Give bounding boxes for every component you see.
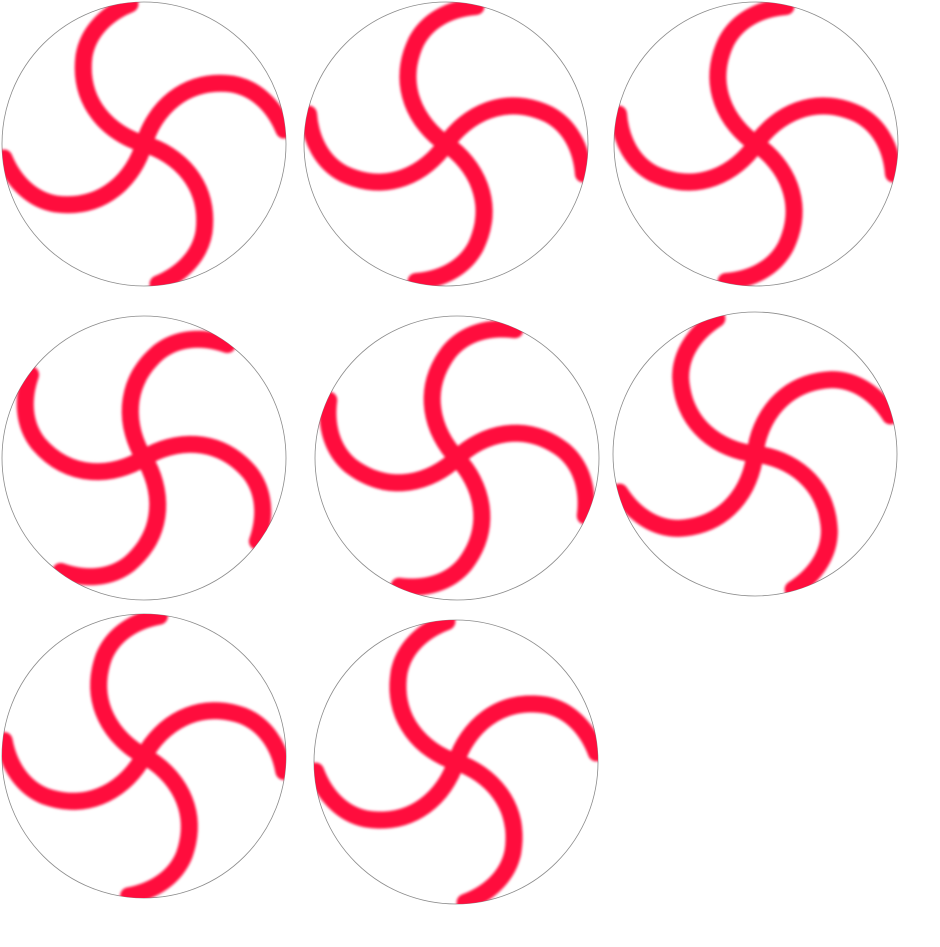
pinwheel-arm xyxy=(135,702,286,780)
pinwheel-tile-5[interactable] xyxy=(313,314,601,602)
pinwheel-arm xyxy=(135,135,214,286)
pinwheel-arms xyxy=(2,2,286,286)
pinwheel-tile-6[interactable] xyxy=(611,310,899,598)
pinwheel-arm xyxy=(447,753,523,904)
pinwheel-icon xyxy=(314,315,600,601)
pinwheel-arm xyxy=(448,424,595,525)
pinwheel-arm xyxy=(304,105,455,191)
pinwheel-arm xyxy=(399,2,485,153)
pinwheel-arms xyxy=(2,614,286,898)
pinwheel-arms xyxy=(304,2,588,286)
pinwheel-arm xyxy=(437,97,588,183)
pinwheel-tile-4[interactable] xyxy=(0,314,288,602)
pinwheel-icon xyxy=(1,1,287,287)
pinwheel-arms xyxy=(614,2,898,286)
pinwheel-arm xyxy=(717,135,803,286)
pinwheel-tile-3[interactable] xyxy=(612,0,900,288)
pinwheel-arm xyxy=(90,614,168,765)
pinwheel-icon xyxy=(613,1,899,287)
pinwheel-tile-2[interactable] xyxy=(302,0,590,288)
pinwheel-arm xyxy=(447,695,598,771)
pinwheel-icon xyxy=(1,315,287,601)
pinwheel-arm xyxy=(672,312,764,463)
pinwheel-arm xyxy=(314,753,465,829)
pinwheel-arm xyxy=(614,105,765,191)
pinwheel-arm xyxy=(2,732,153,810)
pinwheel-arm xyxy=(121,330,236,467)
pinwheel-arm xyxy=(746,371,897,463)
pinwheel-arm xyxy=(2,135,153,214)
pinwheel-arm xyxy=(74,2,153,153)
pinwheel-arm xyxy=(423,320,524,467)
pinwheel-arm xyxy=(709,2,795,153)
pinwheel-arms xyxy=(613,312,897,596)
pinwheel-arm xyxy=(135,435,272,550)
pinwheel-arm xyxy=(120,747,198,898)
pinwheel-arm xyxy=(746,445,838,596)
pinwheel-arm xyxy=(135,74,286,153)
pinwheel-arm xyxy=(407,135,493,286)
pinwheel-icon xyxy=(612,311,898,597)
pinwheel-arm xyxy=(613,445,764,537)
pinwheel-icon xyxy=(313,619,599,905)
pinwheel-arm xyxy=(390,449,491,596)
pinwheel-arms xyxy=(319,320,595,596)
pinwheel-tile-8[interactable] xyxy=(312,618,600,906)
pinwheel-icon xyxy=(303,1,589,287)
pinwheel-icon xyxy=(1,613,287,899)
pinwheel-arm xyxy=(319,391,466,492)
pinwheel-arm xyxy=(16,366,153,481)
pinwheel-arm xyxy=(52,449,167,586)
pinwheel-arms xyxy=(314,620,598,904)
pinwheel-tile-7[interactable] xyxy=(0,612,288,900)
pinwheel-tile-1[interactable] xyxy=(0,0,288,288)
pinwheel-arms xyxy=(16,330,272,586)
pinwheel-arm xyxy=(747,97,898,183)
pinwheel-arm xyxy=(389,620,465,771)
